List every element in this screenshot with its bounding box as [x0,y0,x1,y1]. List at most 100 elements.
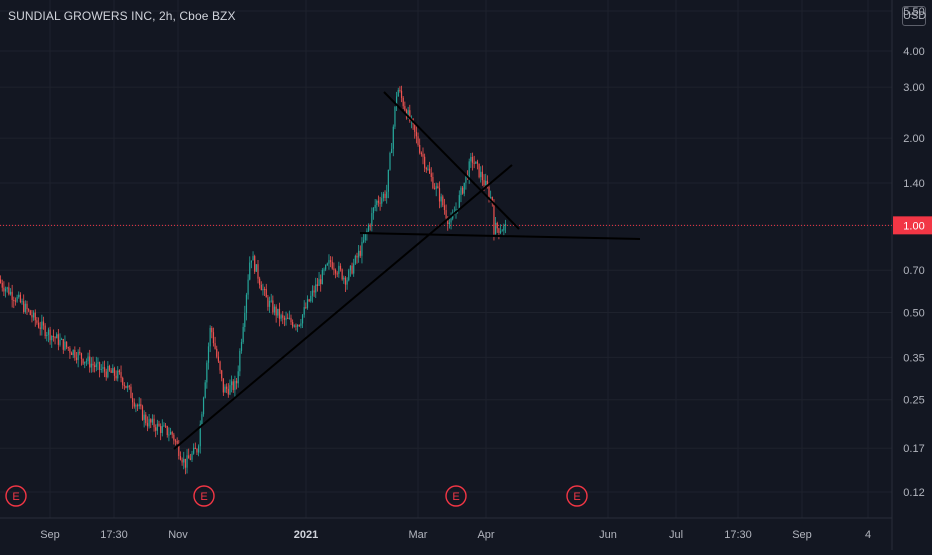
y-tick-label: 0.35 [903,352,924,364]
candle-body [34,312,36,321]
currency-button[interactable]: USD [902,6,926,26]
candle-body [283,317,285,320]
candle-body [420,152,422,155]
candle-body [92,363,94,366]
candle-body [99,362,101,370]
candle-body [379,202,381,204]
candle-body [36,320,38,323]
candle-body [493,203,495,235]
candle-body [13,299,15,301]
y-tick-label: 0.17 [903,443,924,455]
candle-body [61,338,63,340]
candle-body [442,196,444,206]
candle-body [463,182,465,194]
candle-body [348,270,350,281]
candle-body [475,161,477,164]
candle-body [470,157,472,162]
candle-body [237,371,239,384]
candle-body [118,370,120,373]
candle-body [440,196,442,202]
candle-body [181,459,183,463]
candle-body [66,341,68,348]
candle-body [46,334,48,337]
candle-body [231,381,233,386]
candle-body [460,187,462,196]
y-tick-label: 1.40 [903,178,924,190]
candle-body [306,299,309,308]
x-tick-label: 2021 [294,529,318,541]
candle-body [14,300,17,302]
candle-body [211,327,213,333]
candle-body [473,162,475,164]
candle-body [117,370,119,379]
candle-body [377,200,380,203]
candle-body [425,167,427,170]
candle-body [18,294,20,297]
candle-body [33,312,35,318]
candle-body [202,397,205,415]
earnings-marker[interactable]: E [193,485,215,507]
candle-body [316,284,318,286]
trendline-ascending[interactable] [173,164,513,450]
earnings-marker[interactable]: E [566,485,588,507]
candle-body [305,307,307,309]
x-tick-label: Jun [599,529,617,541]
candle-body [235,380,238,384]
candle-body [123,385,125,387]
candle-body [293,325,295,327]
candle-body [290,317,292,323]
candle-body [136,405,139,407]
candle-body [386,191,388,199]
candle-body [176,441,178,444]
earnings-marker[interactable]: E [445,485,467,507]
candle-body [21,301,23,303]
y-tick-label: 4.00 [903,46,924,58]
candle-body [391,148,393,153]
candle-body [318,279,320,286]
candle-body [97,362,99,364]
candle-body [287,317,289,319]
candle-body [372,207,375,214]
candle-body [496,222,498,229]
candle-body [432,177,434,189]
candle-body [273,306,276,313]
candle-body [44,325,46,337]
candle-body [438,188,441,202]
candle-body [501,230,503,232]
candle-body [422,154,424,157]
candle-body [82,358,84,364]
candle-body [158,423,160,427]
candle-body [155,427,157,431]
candle-body [354,255,356,264]
candle-body [371,213,373,226]
candle-body [321,270,323,285]
candle-body [400,90,403,98]
y-tick-label: 3.00 [903,82,924,94]
candle-body [462,187,464,194]
candle-body [301,314,304,324]
candle-body [206,362,208,383]
candle-body [292,322,294,327]
candle-body [128,385,130,387]
candle-body [338,265,340,274]
x-tick-label: Sep [792,529,812,541]
candle-body [260,284,262,291]
candle-body [417,136,419,146]
candle-body [384,193,386,199]
earnings-marker-circle [566,485,588,507]
trendline-base[interactable] [359,232,641,240]
current-price-tag [893,216,932,235]
candle-body [227,388,229,395]
candle-body [105,371,107,378]
candle-body [419,145,421,153]
candle-body [427,168,429,170]
candle-body [127,385,129,388]
trendline-descending[interactable] [383,91,520,230]
earnings-marker[interactable]: E [5,485,27,507]
candle-body [389,152,391,170]
candle-body [23,301,25,312]
candle-body [264,288,266,290]
